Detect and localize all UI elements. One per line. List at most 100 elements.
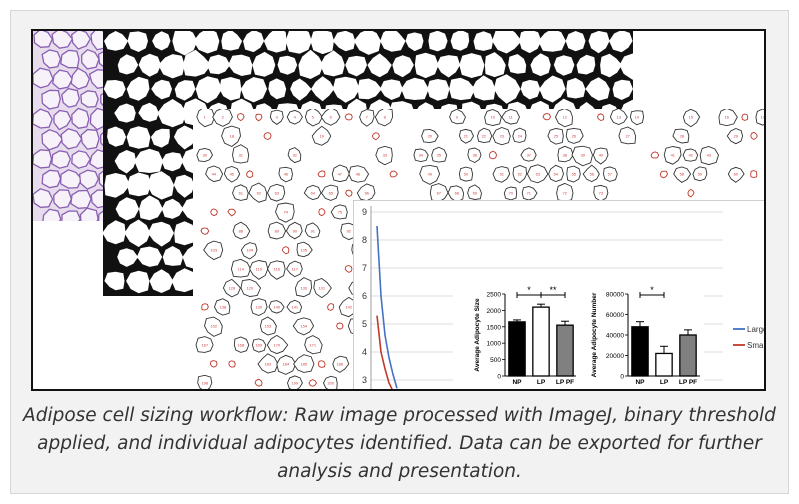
cell-number: 89	[275, 229, 280, 234]
adipocyte	[727, 166, 745, 183]
cell-number: 63	[275, 191, 280, 196]
cell-number: 59	[698, 172, 703, 177]
adipocyte	[593, 184, 609, 202]
adipocyte	[431, 146, 448, 163]
cell-number: 12	[563, 115, 568, 120]
cell-number: 75	[338, 210, 343, 215]
x-tick-label: NP	[635, 379, 645, 386]
small-adipocyte	[227, 208, 237, 217]
figure-caption: Adipose cell sizing workflow: Raw image …	[23, 405, 776, 482]
adipocyte	[477, 127, 493, 144]
small-adipocyte	[327, 303, 335, 311]
histology-cell	[51, 69, 74, 90]
binary-cell	[520, 79, 541, 100]
histology-cell	[80, 90, 99, 108]
binary-cell	[263, 31, 287, 53]
cell-number: 38	[563, 153, 568, 158]
binary-cell	[221, 31, 243, 51]
adipocyte	[692, 166, 708, 182]
cell-number: 55	[572, 172, 577, 177]
cell-number: 7	[366, 115, 369, 120]
cell-number: 1	[204, 115, 207, 120]
small-adipocyte	[209, 360, 218, 368]
binary-cell	[353, 31, 381, 55]
binary-cell	[195, 76, 222, 104]
adipocyte	[287, 147, 302, 164]
series-line-large	[376, 225, 398, 389]
adipocyte	[248, 182, 268, 203]
adipocyte	[512, 127, 527, 143]
small-adipocyte	[650, 151, 660, 159]
adipocyte	[330, 204, 348, 220]
legend-label: Small	[747, 341, 766, 350]
binary-cell	[311, 76, 335, 102]
cell-number: 27	[626, 134, 631, 139]
adipocyte	[672, 128, 690, 144]
adipocyte	[304, 109, 323, 127]
binary-cell	[519, 31, 542, 54]
small-adipocyte	[542, 113, 552, 121]
binary-cell	[183, 49, 212, 77]
adipocyte	[195, 336, 214, 353]
cell-number: 171	[309, 343, 316, 348]
binary-cell	[345, 55, 367, 77]
cell-number: 154	[300, 324, 307, 329]
cell-number: 199	[291, 381, 298, 386]
y-tick-label: 80000	[606, 292, 624, 299]
adipocyte	[554, 109, 573, 128]
cell-number: 183	[264, 362, 271, 367]
adipocyte	[467, 147, 482, 164]
small-adipocyte	[336, 322, 344, 330]
cell-number: 141	[291, 305, 298, 310]
cell-number: 56	[590, 172, 595, 177]
cell-number: 25	[554, 134, 559, 139]
binary-cell	[193, 31, 220, 54]
adipocyte	[293, 354, 315, 373]
adipocyte-size-bar-chart: 2500 2000 1500 1000 500 0 Average Adipocyte Si…	[453, 282, 581, 389]
x-tick-label: NP	[512, 379, 522, 386]
cell-number: 24	[518, 134, 523, 139]
y-tick-label: 60000	[606, 312, 624, 319]
cell-number: 26	[572, 134, 577, 139]
adipocyte	[249, 260, 269, 280]
binary-cell	[147, 221, 174, 247]
adipocyte	[332, 355, 350, 373]
adipocyte	[311, 125, 332, 146]
cell-number: 170	[273, 343, 280, 348]
histology-cell	[41, 49, 62, 69]
cell-number: 21	[464, 134, 469, 139]
cell-number: 90	[293, 229, 298, 234]
binary-cell	[174, 80, 196, 101]
binary-cell	[139, 195, 163, 221]
adipocyte	[266, 260, 286, 280]
adipocyte	[196, 148, 214, 163]
binary-cell	[252, 51, 276, 77]
binary-cell	[436, 55, 461, 78]
histology-cell	[80, 48, 100, 70]
adipocyte	[286, 109, 303, 125]
adipocyte	[557, 145, 574, 163]
cell-number: 114	[238, 267, 245, 272]
adipocyte	[313, 277, 332, 299]
binary-cell	[576, 54, 596, 75]
histology-cell	[78, 169, 100, 190]
cell-number: 142	[345, 305, 352, 310]
small-adipocyte	[263, 132, 272, 140]
cell-number: 152	[210, 324, 217, 329]
cell-number: 128	[228, 286, 235, 291]
cell-number: 41	[671, 153, 676, 158]
binary-cell	[530, 53, 551, 77]
binary-cell	[117, 248, 139, 267]
binary-cell	[126, 76, 150, 101]
small-adipocyte	[201, 303, 209, 311]
adipocyte	[566, 165, 581, 183]
adipocyte	[212, 109, 233, 127]
cell-number: 138	[219, 305, 226, 310]
cell-number: 198	[201, 381, 208, 386]
adipocyte	[268, 300, 285, 314]
cell-number: 29	[734, 134, 739, 139]
adipocyte	[232, 184, 249, 201]
adipocyte	[726, 128, 744, 145]
y-tick-label: 2000	[487, 308, 502, 315]
cell-number: 72	[563, 191, 568, 196]
